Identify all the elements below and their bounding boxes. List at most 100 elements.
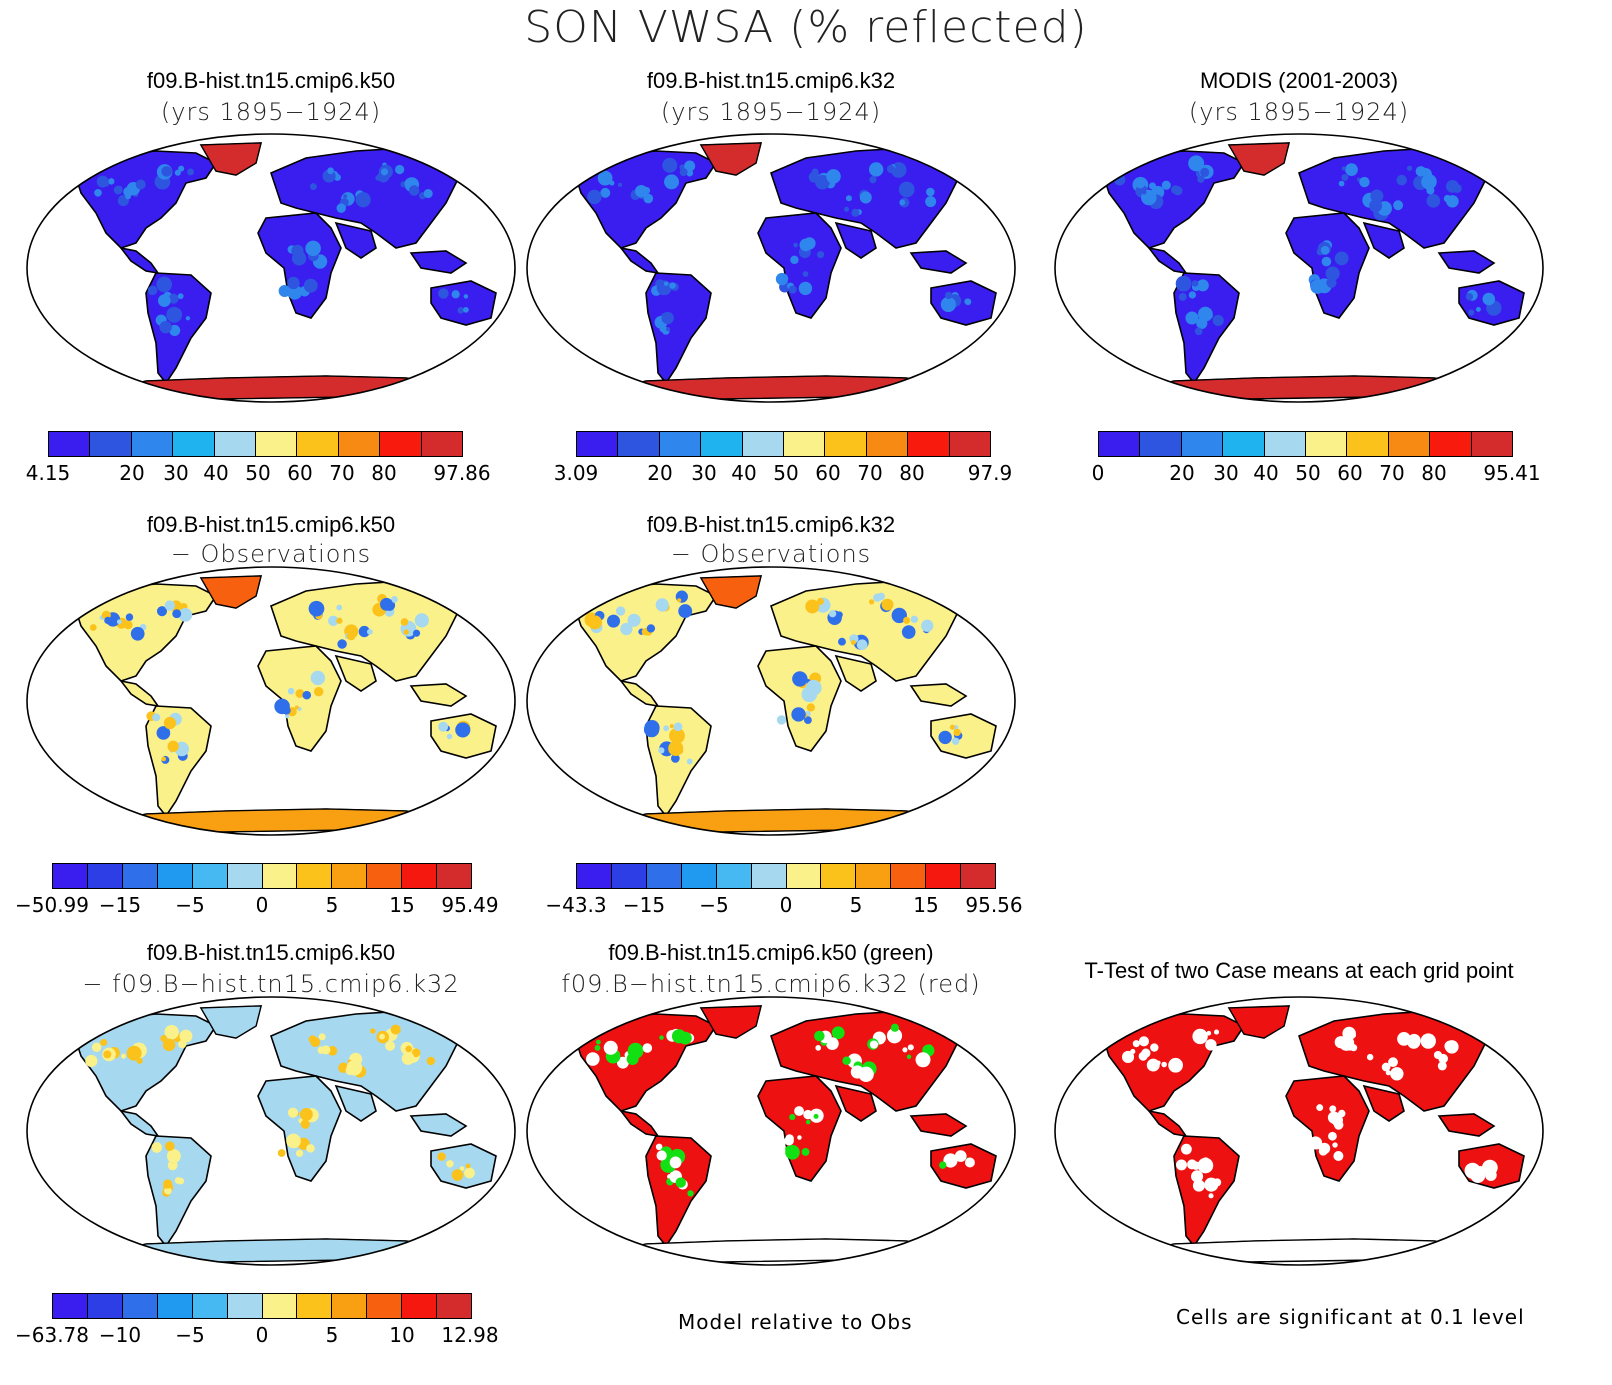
colorbar-tick-label: −5 xyxy=(175,1323,205,1347)
colorbar-cell xyxy=(961,864,996,888)
colorbar xyxy=(52,1293,472,1319)
panel-note: Cells are significant at 0.1 level xyxy=(1176,1305,1525,1329)
panel-subtitle: (yrs 1895−1924) xyxy=(1188,98,1410,126)
colorbar-tick-label: −5 xyxy=(699,893,729,917)
colorbar-tick-label: 70 xyxy=(1379,461,1405,485)
colorbar-tick-label: 70 xyxy=(329,461,355,485)
colorbar-tick-label: 12.98 xyxy=(441,1323,499,1347)
panel-title: f09.B-hist.tn15.cmip6.k32 xyxy=(646,512,896,537)
colorbar-tick-label: 80 xyxy=(899,461,925,485)
colorbar-cell xyxy=(1430,432,1472,456)
colorbar-tick-label: −63.78 xyxy=(14,1323,90,1347)
colorbar-cell xyxy=(949,432,991,456)
colorbar xyxy=(1098,431,1513,457)
colorbar-tick-label: 10 xyxy=(389,1323,415,1347)
colorbar-tick-label: 70 xyxy=(857,461,883,485)
colorbar-cell xyxy=(1388,432,1431,456)
world-map xyxy=(526,996,1016,1266)
colorbar-cell xyxy=(402,1294,438,1318)
panel-subtitle: f09.B−hist.tn15.cmip6.k32 (red) xyxy=(561,970,981,998)
panel-title: f09.B-hist.tn15.cmip6.k50 (green) xyxy=(608,940,934,965)
colorbar-tick-label: 20 xyxy=(1169,461,1195,485)
colorbar-tick-label: −43.3 xyxy=(545,893,607,917)
colorbar-cell xyxy=(825,432,867,456)
colorbar-tick-label: 95.41 xyxy=(1483,461,1541,485)
colorbar-tick-label: 0 xyxy=(255,1323,269,1347)
colorbar-tick-label: 97.86 xyxy=(433,461,491,485)
world-map xyxy=(26,566,516,836)
colorbar-cell xyxy=(122,1294,158,1318)
colorbar-cell xyxy=(577,864,612,888)
colorbar-cell xyxy=(87,864,123,888)
panel-title: f09.B-hist.tn15.cmip6.k32 xyxy=(646,68,896,93)
colorbar-tick-label: 5 xyxy=(849,893,863,917)
colorbar-cell xyxy=(157,1294,193,1318)
panel-subtitle: (yrs 1895−1924) xyxy=(160,98,382,126)
colorbar-cell xyxy=(214,432,257,456)
colorbar-tick-label: 50 xyxy=(773,461,799,485)
world-map xyxy=(26,133,516,403)
world-map xyxy=(1054,133,1544,403)
colorbar-cell xyxy=(338,432,381,456)
colorbar-tick-label: 30 xyxy=(1213,461,1239,485)
colorbar-cell xyxy=(157,864,193,888)
colorbar-tick-label: 20 xyxy=(119,461,145,485)
panel-subtitle: − Observations xyxy=(170,540,372,568)
colorbar-cell xyxy=(856,864,892,888)
colorbar-tick-label: 40 xyxy=(731,461,757,485)
colorbar-tick-label: 5 xyxy=(325,1323,339,1347)
colorbar-cell xyxy=(701,432,743,456)
colorbar-tick-label: 30 xyxy=(691,461,717,485)
colorbar-cell xyxy=(53,864,88,888)
colorbar-cell xyxy=(1181,432,1224,456)
colorbar-cell xyxy=(262,1294,298,1318)
colorbar-cell xyxy=(1471,432,1513,456)
colorbar-cell xyxy=(173,432,215,456)
colorbar-cell xyxy=(1347,432,1389,456)
colorbar-cell xyxy=(1223,432,1265,456)
colorbar-cell xyxy=(297,432,339,456)
colorbar-tick-label: 0 xyxy=(779,893,793,917)
colorbar-tick-label: 15 xyxy=(389,893,415,917)
colorbar-tick-label: 5 xyxy=(325,893,339,917)
panel-subtitle: (yrs 1895−1924) xyxy=(660,98,882,126)
colorbar-cell xyxy=(262,864,298,888)
colorbar-cell xyxy=(821,864,857,888)
world-map xyxy=(26,996,516,1266)
colorbar-cell xyxy=(90,432,132,456)
colorbar xyxy=(576,863,996,889)
colorbar-cell xyxy=(227,1294,263,1318)
colorbar-tick-label: 60 xyxy=(287,461,313,485)
colorbar-cell xyxy=(908,432,950,456)
colorbar-cell xyxy=(131,432,174,456)
colorbar-tick-label: −5 xyxy=(175,893,205,917)
colorbar-tick-label: 15 xyxy=(913,893,939,917)
colorbar-cell xyxy=(659,432,702,456)
colorbar-tick-label: 97.9 xyxy=(967,461,1013,485)
colorbar xyxy=(576,431,991,457)
colorbar-cell xyxy=(577,432,619,456)
world-map xyxy=(1054,996,1544,1266)
colorbar-cell xyxy=(926,864,962,888)
panel-note: Model relative to Obs xyxy=(678,1310,913,1334)
colorbar-cell xyxy=(646,864,682,888)
panel-title: f09.B-hist.tn15.cmip6.k50 xyxy=(146,512,396,537)
colorbar-tick-label: 50 xyxy=(245,461,271,485)
colorbar-cell xyxy=(332,1294,368,1318)
colorbar-tick-label: 40 xyxy=(203,461,229,485)
colorbar-cell xyxy=(1306,432,1348,456)
colorbar-tick-label: 4.15 xyxy=(25,461,71,485)
colorbar-tick-label: −10 xyxy=(98,1323,142,1347)
colorbar-cell xyxy=(891,864,927,888)
colorbar-tick-label: −15 xyxy=(622,893,666,917)
panel-subtitle: − f09.B−hist.tn15.cmip6.k32 xyxy=(82,970,460,998)
colorbar-tick-label: 60 xyxy=(815,461,841,485)
colorbar-cell xyxy=(332,864,368,888)
colorbar-tick-label: −50.99 xyxy=(14,893,90,917)
colorbar-cell xyxy=(1264,432,1307,456)
colorbar-cell xyxy=(437,1294,472,1318)
figure-title: SON VWSA (% reflected) xyxy=(524,2,1088,53)
colorbar-tick-label: 20 xyxy=(647,461,673,485)
world-map xyxy=(526,566,1016,836)
colorbar-tick-label: 0 xyxy=(255,893,269,917)
